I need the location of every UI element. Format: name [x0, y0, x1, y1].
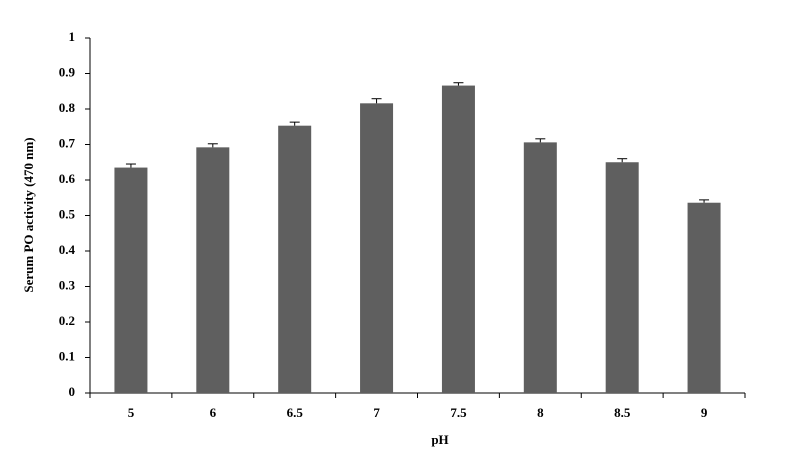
error-bar [699, 199, 710, 203]
error-bar [535, 138, 546, 143]
bar [605, 162, 639, 393]
error-bar [125, 163, 136, 168]
y-tick-label: 0 [69, 384, 76, 399]
error-bar [207, 143, 218, 148]
bar [196, 147, 230, 393]
bar [278, 125, 312, 393]
y-tick-label: 0.7 [59, 135, 76, 150]
error-bar [289, 121, 300, 126]
x-tick-label: 7 [373, 405, 380, 420]
y-tick-label: 1 [69, 29, 76, 44]
x-tick-label: 6 [210, 405, 217, 420]
x-tick-label: 8 [537, 405, 544, 420]
x-tick-label: 7.5 [450, 405, 467, 420]
x-tick-label: 9 [701, 405, 708, 420]
bar [441, 85, 475, 393]
bar [687, 202, 721, 393]
bar [114, 167, 148, 393]
x-tick-label: 6.5 [287, 405, 304, 420]
y-tick-label: 0.2 [59, 313, 75, 328]
y-tick-label: 0.9 [59, 64, 76, 79]
y-tick-label: 0.3 [59, 277, 76, 292]
bar [360, 103, 394, 393]
error-bar [371, 98, 382, 104]
y-tick-label: 0.6 [59, 171, 76, 186]
x-tick-label: 5 [128, 405, 135, 420]
x-axis-label: pH [431, 432, 448, 447]
x-tick-label: 8.5 [614, 405, 631, 420]
y-tick-label: 0.8 [59, 100, 76, 115]
error-bar [617, 158, 628, 163]
y-tick-label: 0.4 [59, 242, 76, 257]
bar [523, 142, 557, 393]
y-tick-label: 0.1 [59, 348, 75, 363]
y-axis-label: Serum PO activity (470 nm) [21, 137, 36, 292]
error-bar [453, 82, 464, 86]
y-tick-label: 0.5 [59, 206, 76, 221]
